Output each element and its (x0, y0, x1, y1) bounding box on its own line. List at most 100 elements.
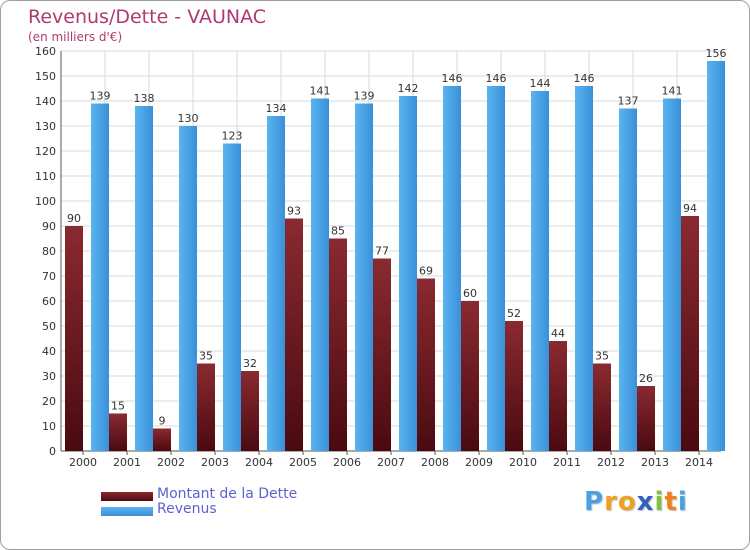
bar-revenus (531, 91, 549, 451)
x-tick-label: 2014 (685, 456, 713, 469)
bar-dette (505, 321, 523, 451)
y-tick-label: 120 (35, 145, 56, 158)
x-tick-label: 2012 (597, 456, 625, 469)
data-label-revenus: 141 (310, 85, 331, 98)
y-tick-label: 50 (42, 320, 56, 333)
bar-dette (461, 301, 479, 451)
x-tick-label: 2004 (245, 456, 273, 469)
data-label-revenus: 146 (442, 72, 463, 85)
legend-label-dette: Montant de la Dette (157, 486, 298, 502)
logo-letter: r (604, 487, 618, 517)
bar-dette (681, 216, 699, 451)
data-label-dette: 15 (111, 400, 125, 413)
data-label-dette: 93 (287, 205, 301, 218)
data-label-dette: 35 (199, 350, 213, 363)
data-label-revenus: 130 (178, 112, 199, 125)
bar-dette (65, 226, 83, 451)
y-tick-label: 150 (35, 70, 56, 83)
bar-revenus (135, 106, 153, 451)
bar-revenus (575, 86, 593, 451)
proxiti-logo: Proxiti (584, 487, 688, 517)
bar-dette (549, 341, 567, 451)
bar-revenus (443, 86, 461, 451)
x-tick-label: 2002 (157, 456, 185, 469)
y-tick-label: 40 (42, 345, 56, 358)
bar-revenus (179, 126, 197, 451)
bar-dette (329, 238, 347, 451)
data-label-dette: 44 (551, 327, 565, 340)
bar-dette (417, 278, 435, 451)
bar-dette (373, 258, 391, 451)
x-tick-label: 2011 (553, 456, 581, 469)
data-label-revenus: 144 (530, 77, 551, 90)
data-label-revenus: 139 (90, 90, 111, 103)
data-label-dette: 77 (375, 245, 389, 258)
x-tick-label: 2007 (377, 456, 405, 469)
x-tick-label: 2005 (289, 456, 317, 469)
bar-revenus (355, 103, 373, 451)
bar-dette (109, 413, 127, 451)
y-tick-label: 10 (42, 420, 56, 433)
bar-dette (637, 386, 655, 451)
logo-letter: t (664, 487, 678, 517)
bar-dette (285, 218, 303, 451)
legend-swatch-revenus (101, 507, 153, 516)
bar-revenus (663, 98, 681, 451)
y-tick-label: 140 (35, 95, 56, 108)
x-tick-label: 2000 (69, 456, 97, 469)
data-label-revenus: 146 (486, 72, 507, 85)
data-label-revenus: 134 (266, 102, 287, 115)
bar-dette (153, 428, 171, 451)
x-tick-label: 2013 (641, 456, 669, 469)
y-tick-label: 0 (49, 445, 56, 458)
data-label-revenus: 139 (354, 90, 375, 103)
bar-revenus (707, 61, 725, 451)
data-label-dette: 9 (159, 415, 166, 428)
data-label-dette: 90 (67, 212, 81, 225)
y-tick-label: 100 (35, 195, 56, 208)
bar-dette (197, 363, 215, 451)
data-label-revenus: 123 (222, 130, 243, 143)
bar-revenus (487, 86, 505, 451)
logo-letter: x (636, 487, 655, 517)
logo-letter: P (584, 487, 605, 517)
bar-dette (593, 363, 611, 451)
data-label-revenus: 146 (574, 72, 595, 85)
bar-revenus (311, 98, 329, 451)
data-label-revenus: 142 (398, 82, 419, 95)
bar-revenus (223, 143, 241, 451)
data-label-revenus: 138 (134, 92, 155, 105)
y-tick-label: 60 (42, 295, 56, 308)
data-label-dette: 85 (331, 225, 345, 238)
x-tick-label: 2008 (421, 456, 449, 469)
chart-subtitle: (en milliers d'€) (28, 30, 123, 44)
data-label-dette: 94 (683, 202, 697, 215)
logo-letter: i (677, 487, 688, 517)
x-tick-label: 2001 (113, 456, 141, 469)
chart-title: Revenus/Dette - VAUNAC (28, 6, 267, 28)
bar-revenus (267, 116, 285, 451)
data-label-dette: 52 (507, 307, 521, 320)
x-tick-label: 2010 (509, 456, 537, 469)
x-tick-label: 2006 (333, 456, 361, 469)
bar-dette (241, 371, 259, 451)
bar-revenus (91, 103, 109, 451)
x-tick-label: 2003 (201, 456, 229, 469)
data-label-revenus: 156 (706, 47, 727, 60)
y-tick-label: 70 (42, 270, 56, 283)
data-label-revenus: 137 (618, 95, 639, 108)
data-label-dette: 35 (595, 350, 609, 363)
logo-letter: o (617, 487, 637, 517)
y-tick-label: 130 (35, 120, 56, 133)
x-tick-label: 2009 (465, 456, 493, 469)
legend-label-revenus: Revenus (157, 501, 217, 517)
legend-swatch-dette (101, 492, 153, 501)
bar-revenus (399, 96, 417, 451)
y-tick-label: 30 (42, 370, 56, 383)
data-label-dette: 26 (639, 372, 653, 385)
logo-letter: i (654, 487, 665, 517)
y-tick-label: 160 (35, 45, 56, 58)
y-tick-label: 90 (42, 220, 56, 233)
